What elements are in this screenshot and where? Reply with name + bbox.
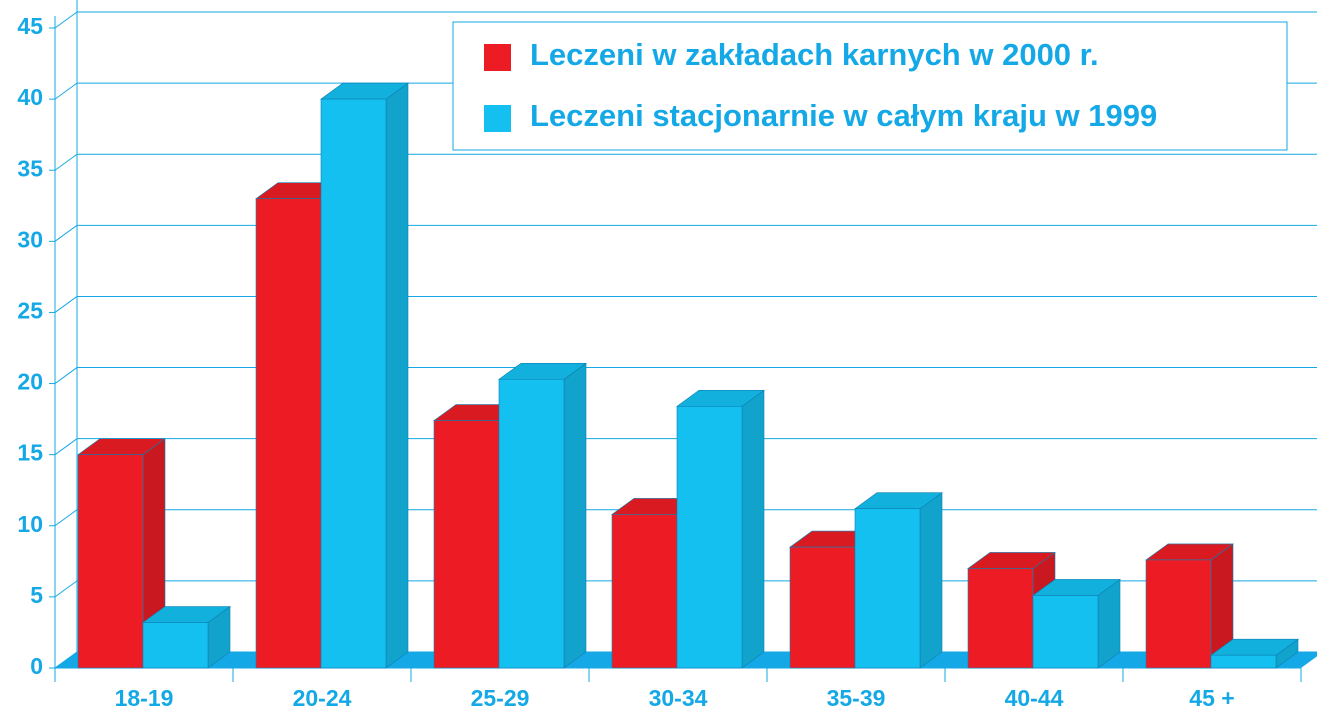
bar (854, 508, 921, 669)
bar (789, 546, 856, 669)
legend-box (452, 21, 1288, 151)
x-tick-label: 45 + (1189, 685, 1234, 711)
y-tick-label: 5 (30, 582, 43, 608)
x-tick-label: 18-19 (115, 685, 174, 711)
bar-side (563, 362, 587, 669)
y-tick-label: 35 (17, 155, 43, 181)
bar (611, 514, 678, 669)
x-tick-label: 25-29 (471, 685, 530, 711)
y-tick-label: 15 (17, 440, 43, 466)
bar (676, 406, 743, 669)
bar-side (919, 492, 943, 669)
y-tick-label: 25 (17, 298, 43, 324)
grid-diag (54, 509, 78, 527)
x-tick-label: 30-34 (649, 685, 708, 711)
y-tick-label: 45 (17, 13, 43, 39)
y-tick-label: 30 (17, 226, 43, 252)
bar (320, 98, 387, 669)
x-tick-label: 35-39 (827, 685, 886, 711)
bar-side (385, 82, 409, 669)
grid-diag (54, 580, 78, 598)
grid-diag (54, 82, 78, 100)
bar (967, 568, 1034, 669)
legend-label: Leczeni stacjonarnie w całym kraju w 199… (530, 98, 1157, 133)
bar (1210, 654, 1277, 669)
grid-diag (54, 296, 78, 313)
grid-diag (54, 367, 78, 384)
y-tick-label: 10 (17, 511, 43, 537)
grid-diag (54, 11, 78, 29)
bar (1145, 559, 1212, 669)
bar (77, 454, 144, 669)
bar (142, 622, 209, 669)
y-tick-label: 0 (30, 653, 43, 679)
bar (255, 198, 322, 669)
bar-side (741, 389, 765, 669)
x-tick-label: 40-44 (1005, 685, 1064, 711)
grid-diag (54, 438, 78, 456)
y-tick-label: 40 (17, 84, 43, 110)
grid-diag (54, 153, 78, 171)
bar (1032, 595, 1099, 669)
bar (498, 378, 565, 669)
grid-diag (54, 224, 78, 242)
legend-label: Leczeni w zakładach karnych w 2000 r. (530, 37, 1099, 72)
y-tick-label: 20 (17, 369, 43, 395)
legend-swatch (484, 44, 511, 71)
legend-swatch (484, 105, 511, 132)
x-tick-label: 20-24 (293, 685, 352, 711)
bar (433, 420, 500, 669)
